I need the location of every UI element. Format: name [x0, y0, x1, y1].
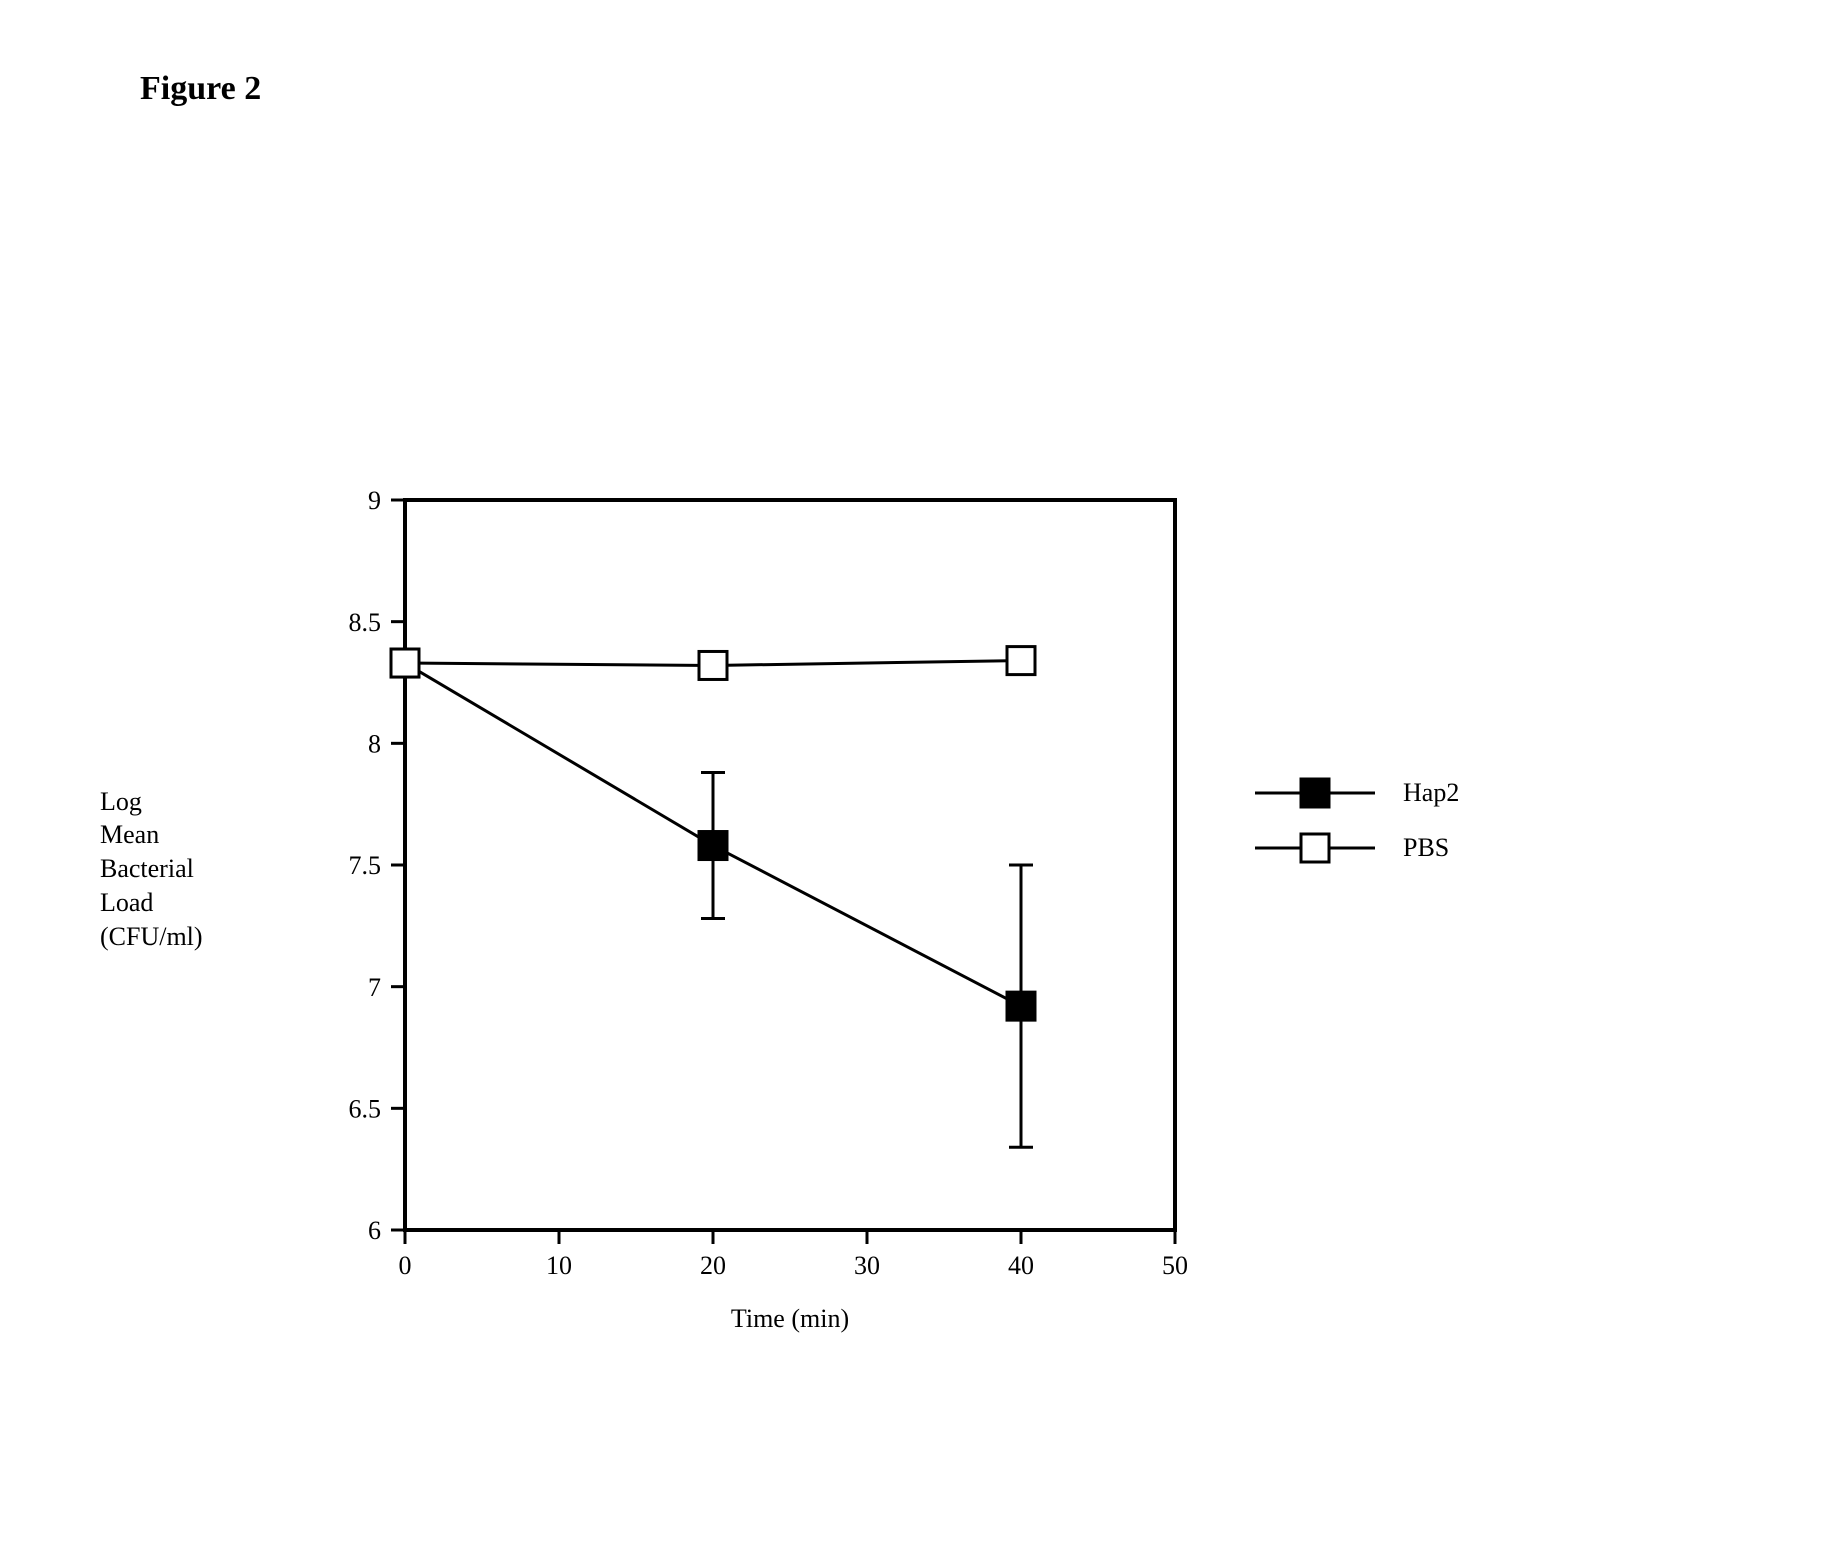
- legend-label: Hap2: [1403, 778, 1459, 808]
- data-marker: [391, 649, 419, 677]
- legend: Hap2 PBS: [1255, 765, 1459, 875]
- legend-row: PBS: [1255, 820, 1459, 875]
- legend-row: Hap2: [1255, 765, 1459, 820]
- y-axis-label-line: (CFU/ml): [100, 920, 203, 954]
- y-tick-label: 9: [368, 486, 381, 515]
- y-tick-label: 6.5: [349, 1094, 382, 1123]
- x-tick-label: 0: [399, 1251, 412, 1280]
- x-axis-label: Time (min): [405, 1304, 1175, 1334]
- x-tick-label: 20: [700, 1251, 726, 1280]
- x-tick-label: 40: [1008, 1251, 1034, 1280]
- data-marker: [1007, 992, 1035, 1020]
- chart-svg: 6 6.5 7 7.5 8 8.5 9 0 10 20 30 40 50: [320, 455, 1235, 1340]
- data-marker: [699, 651, 727, 679]
- x-tick-label: 50: [1162, 1251, 1188, 1280]
- y-tick-label: 8.5: [349, 608, 382, 637]
- chart-container: 6 6.5 7 7.5 8 8.5 9 0 10 20 30 40 50: [320, 455, 1235, 1345]
- legend-swatch: [1255, 775, 1375, 811]
- x-tick-label: 10: [546, 1251, 572, 1280]
- y-tick-label: 8: [368, 729, 381, 758]
- figure-title: Figure 2: [140, 70, 261, 108]
- y-axis-label: LogMeanBacterialLoad(CFU/ml): [100, 785, 203, 954]
- y-axis-label-line: Bacterial: [100, 852, 203, 886]
- y-tick-label: 6: [368, 1216, 381, 1245]
- y-axis-label-line: Log: [100, 785, 203, 819]
- y-axis-label-line: Mean: [100, 818, 203, 852]
- y-tick-label: 7: [368, 973, 381, 1002]
- data-marker: [699, 832, 727, 860]
- y-axis-label-line: Load: [100, 886, 203, 920]
- data-marker: [1007, 647, 1035, 675]
- legend-swatch: [1255, 830, 1375, 866]
- y-tick-label: 7.5: [349, 851, 382, 880]
- legend-label: PBS: [1403, 833, 1449, 863]
- x-tick-label: 30: [854, 1251, 880, 1280]
